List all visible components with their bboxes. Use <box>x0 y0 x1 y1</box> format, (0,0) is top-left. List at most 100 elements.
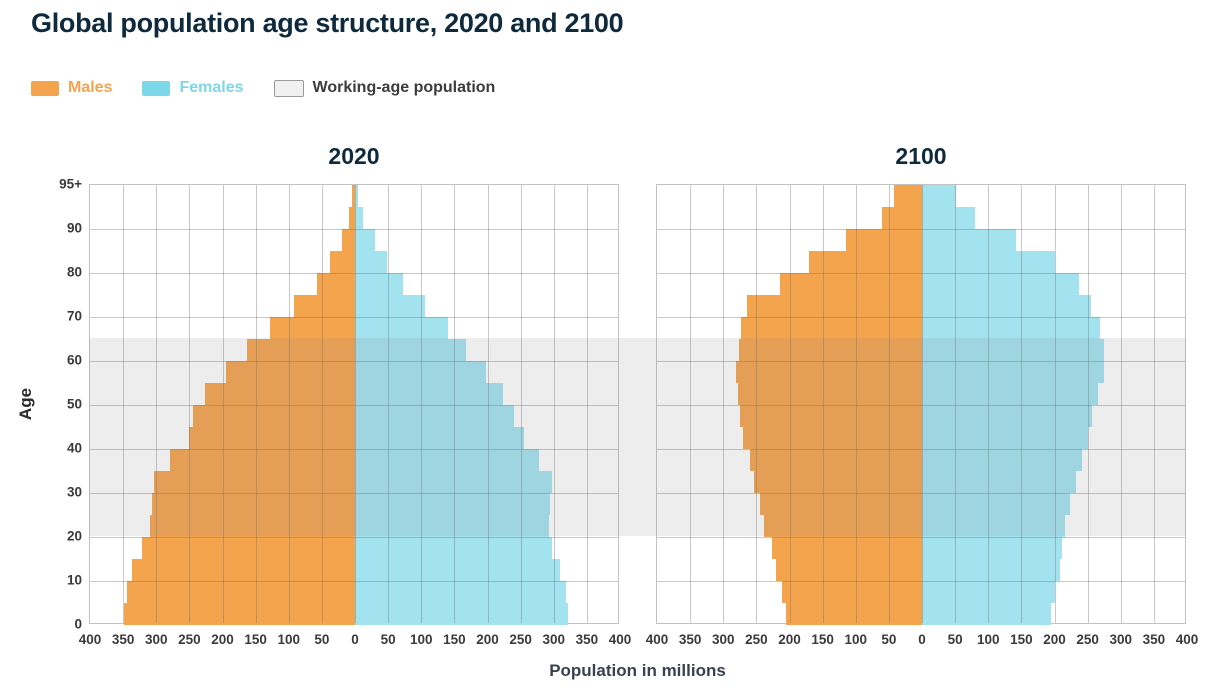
bar-females-2020-0-4 <box>355 603 569 625</box>
x-tick-label: 150 <box>244 632 267 647</box>
x-tick-label: 150 <box>443 632 466 647</box>
x-tick-label: 300 <box>711 632 735 647</box>
x-tick-label: 350 <box>111 632 135 647</box>
bar-males-2020-85-89 <box>341 229 355 251</box>
gridline <box>888 185 890 623</box>
x-tick-label: 200 <box>1043 632 1066 647</box>
chart-title-2100: 2100 <box>895 143 947 169</box>
bar-males-2100-50-54 <box>737 383 922 405</box>
legend: Males Females Working-age population <box>31 79 495 97</box>
x-tick-label: 0 <box>918 632 926 647</box>
bar-males-2020-0-4 <box>124 603 355 625</box>
x-tick-label: 300 <box>542 632 566 647</box>
bar-females-2100-5-9 <box>922 581 1056 603</box>
x-tick-label: 250 <box>745 632 768 647</box>
gridline <box>657 229 1185 230</box>
bar-males-2100-90-94 <box>881 207 922 229</box>
bar-females-2100-35-39 <box>922 449 1082 471</box>
legend-item-males: Males <box>31 79 112 97</box>
gridline <box>1054 185 1056 623</box>
bar-females-2100-60-64 <box>922 339 1105 361</box>
y-tick-label: 30 <box>66 484 82 500</box>
gridline <box>586 185 588 623</box>
bar-males-2100-5-9 <box>781 581 922 603</box>
bar-females-2020-30-34 <box>355 471 553 493</box>
x-tick-label: 50 <box>947 632 963 647</box>
x-tick-label: 50 <box>314 632 330 647</box>
gridline <box>922 185 923 623</box>
x-tick-label: 250 <box>509 632 532 647</box>
bar-males-2020-45-49 <box>193 405 355 427</box>
gridline <box>1087 185 1089 623</box>
gridline <box>553 185 555 623</box>
bar-males-2020-35-39 <box>169 449 355 471</box>
bar-females-2020-75-79 <box>355 273 403 295</box>
bar-males-2100-35-39 <box>749 449 922 471</box>
gridline <box>90 493 618 494</box>
gridline <box>487 185 489 623</box>
pyramid-chart-2100: 2100 400 350 300 250 200 150 100 50 0 50 100 150 200… <box>646 143 1199 647</box>
bar-females-2020-20-24 <box>355 515 550 537</box>
bar-males-2100-80-84 <box>808 251 922 273</box>
gridline <box>723 185 725 623</box>
gridline <box>657 361 1185 362</box>
gridline <box>657 405 1185 406</box>
bar-males-2100-55-59 <box>735 361 922 383</box>
bar-females-2100-15-19 <box>922 537 1063 559</box>
y-tick-label: 20 <box>66 528 82 544</box>
y-tick-label: 10 <box>66 572 82 588</box>
x-tick-label: 350 <box>575 632 599 647</box>
gridline <box>321 185 323 623</box>
working-age-swatch-icon <box>273 79 304 97</box>
x-axis-title: Population in millions <box>549 661 726 680</box>
gridline <box>90 317 618 318</box>
bar-males-2100-10-14 <box>776 559 922 581</box>
bar-males-2100-30-34 <box>753 471 922 493</box>
gridline <box>255 185 257 623</box>
y-tick-label: 40 <box>66 440 82 456</box>
x-tick-label: 200 <box>778 632 801 647</box>
gridline <box>520 185 522 623</box>
y-tick-label: 80 <box>66 264 82 280</box>
bar-females-2020-50-54 <box>355 383 504 405</box>
bar-females-2100-65-69 <box>922 317 1101 339</box>
bar-females-2020-55-59 <box>355 361 486 383</box>
plots-area: Age 95+ 90 80 70 60 50 40 30 20 10 0 2020 400 350 30… <box>16 143 1199 647</box>
bar-males-2020-55-59 <box>225 361 355 383</box>
gridline <box>90 581 618 582</box>
bar-females-2020-45-49 <box>355 405 514 427</box>
y-tick-label: 90 <box>66 220 82 236</box>
bar-females-2100-40-44 <box>922 427 1088 449</box>
bar-males-2100-95+ <box>894 185 922 207</box>
bar-males-2020-80-84 <box>329 251 355 273</box>
bar-females-2100-30-34 <box>922 471 1076 493</box>
x-tick-label: 300 <box>144 632 168 647</box>
bar-females-2100-80-84 <box>922 251 1055 273</box>
x-tick-label: 250 <box>1076 632 1099 647</box>
bar-females-2100-90-94 <box>922 207 975 229</box>
x-tick-label: 250 <box>178 632 201 647</box>
gridline <box>855 185 857 623</box>
x-tick-label: 200 <box>211 632 234 647</box>
gridline <box>955 185 957 623</box>
bar-females-2100-10-14 <box>922 559 1061 581</box>
x-tick-label: 150 <box>1010 632 1033 647</box>
bar-males-2020-25-29 <box>152 493 355 515</box>
bar-females-2100-85-89 <box>922 229 1017 251</box>
bar-females-2020-70-74 <box>355 295 426 317</box>
x-tick-label: 100 <box>844 632 868 647</box>
gridline <box>222 185 224 623</box>
gridline <box>756 185 758 623</box>
bar-females-2020-95+ <box>355 185 359 207</box>
gridline <box>90 449 618 450</box>
gridline <box>1021 185 1023 623</box>
pyramid-chart-2020: 2020 400 350 300 250 200 150 100 50 0 50 100 150 200… <box>79 143 632 647</box>
x-tick-label: 50 <box>380 632 396 647</box>
y-tick-label: 95+ <box>59 176 82 192</box>
bar-males-2100-85-89 <box>846 229 922 251</box>
gridline <box>657 581 1185 582</box>
bar-females-2020-15-19 <box>355 537 552 559</box>
bar-males-2020-20-24 <box>149 515 355 537</box>
bar-females-2020-65-69 <box>355 317 449 339</box>
x-tick-label: 200 <box>476 632 499 647</box>
